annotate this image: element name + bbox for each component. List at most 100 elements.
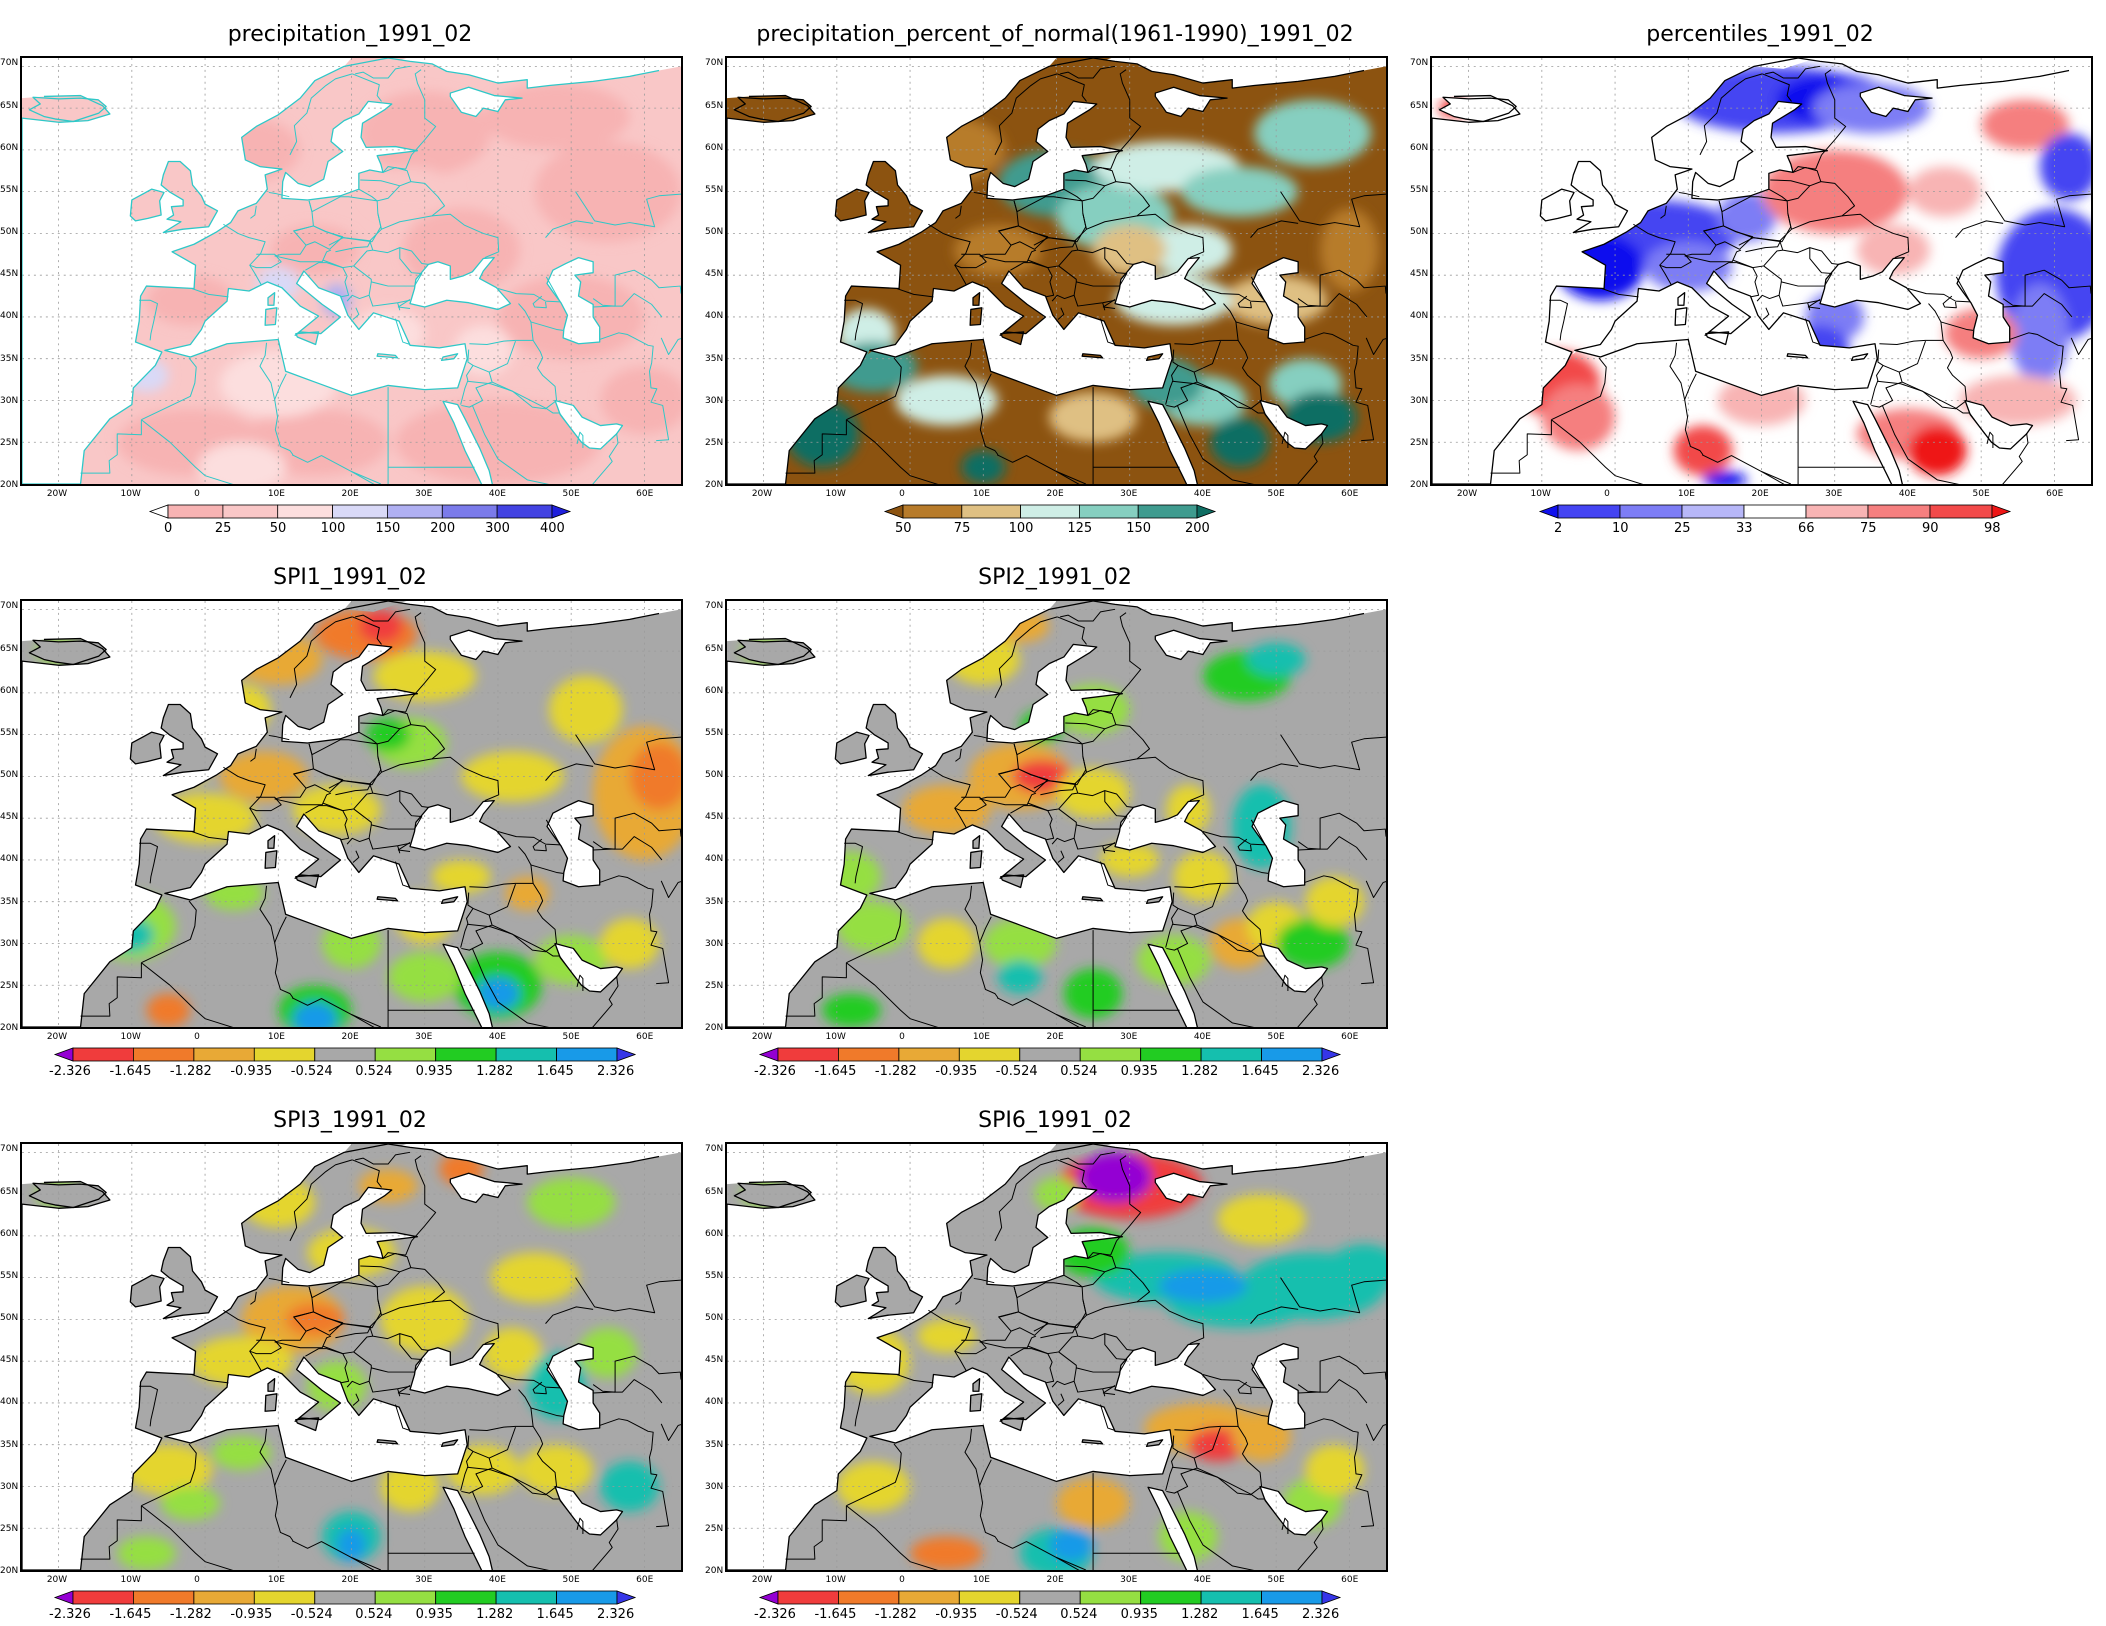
lon-tick-label: 10E <box>267 1032 285 1042</box>
caspian-water <box>1252 800 1305 887</box>
colorbar-label: -0.935 <box>230 1064 273 1079</box>
lon-tick-label: 50E <box>562 1575 580 1585</box>
colorbar-swatch <box>386 504 443 519</box>
colorbar-swatch <box>314 1590 376 1605</box>
lat-tick-label: 20N <box>0 1023 19 1033</box>
lat-tick-label: 30N <box>0 395 19 406</box>
colorbar-swatch <box>1079 1590 1142 1605</box>
colorbar-swatch <box>133 1590 195 1605</box>
red-sea-water <box>1853 401 1903 484</box>
lat-tick-label: 30N <box>0 1481 19 1492</box>
colorbar-swatch <box>1557 504 1621 519</box>
lat-tick-label: 25N <box>0 437 19 448</box>
baltic-water <box>281 101 418 200</box>
colorbar-swatch <box>838 1047 900 1062</box>
lon-tick-label: 20W <box>751 489 773 499</box>
lon-tick-label: 0 <box>194 489 200 499</box>
colorbar-label: -0.524 <box>995 1607 1038 1622</box>
lat-tick-label: 50N <box>705 1313 724 1324</box>
map-frame <box>20 599 683 1029</box>
lat-tick-label: 20N <box>705 1023 724 1033</box>
country-borders <box>80 1151 681 1570</box>
colorbar-label: 0.524 <box>355 1064 393 1079</box>
colorbar-label: 200 <box>430 521 456 536</box>
lon-tick-label: 50E <box>1972 489 1990 499</box>
colorbar-label: 2.326 <box>597 1607 635 1622</box>
lon-tick-label: 60E <box>1341 489 1359 499</box>
lon-tick-label: 60E <box>1341 1032 1359 1042</box>
data-field <box>756 99 1379 484</box>
colorbar-label: 75 <box>953 521 971 536</box>
white-sea-water <box>450 1173 523 1203</box>
colorbar-label: -1.645 <box>814 1607 857 1622</box>
colorbar-label: -0.524 <box>290 1607 333 1622</box>
corsica-land <box>1678 292 1685 306</box>
lon-tick-label: 10E <box>267 1575 285 1585</box>
lat-tick-label: 60N <box>705 142 724 153</box>
lat-tick-label: 65N <box>0 1186 19 1197</box>
colorbar-low-arrow <box>1538 504 1559 519</box>
corsica-land <box>268 1378 275 1392</box>
ireland-land <box>835 1275 870 1307</box>
colorbar-swatch <box>1140 1590 1202 1605</box>
colorbar-label: 90 <box>1922 521 1939 536</box>
lat-tick-label: 35N <box>1410 353 1429 364</box>
colorbar-label: 150 <box>1126 521 1152 536</box>
lat-tick-label: 45N <box>705 1355 724 1366</box>
pers-gulf-water <box>555 1486 623 1535</box>
map-frame <box>725 56 1388 486</box>
colorbar-swatch <box>314 1047 376 1062</box>
colorbar-low-arrow <box>883 504 904 519</box>
lat-tick-label: 30N <box>705 395 724 406</box>
caspian-water <box>547 257 600 344</box>
sardinia-land <box>265 307 277 326</box>
spi6-panel: SPI6_1991_02 70N 65N 60N 55N 50N 45N 40N 35N 30N 2… <box>705 1086 1405 1626</box>
lat-tick-label: 40N <box>0 1397 19 1408</box>
ireland-land <box>130 732 165 764</box>
black-sea-water <box>410 800 511 853</box>
colorbar-swatch <box>777 1047 839 1062</box>
lat-tick-label: 35N <box>705 896 724 907</box>
lat-tick-label: 65N <box>705 643 724 654</box>
red-sea-water <box>443 944 493 1027</box>
coastlines <box>22 58 660 484</box>
colorbar-label: 100 <box>1008 521 1034 536</box>
lat-tick-label: 45N <box>0 269 19 280</box>
colorbar-swatch <box>1078 504 1139 519</box>
colorbar-swatch <box>1681 504 1745 519</box>
colorbar-low-arrow <box>53 1590 74 1605</box>
colorbar-swatch <box>1619 504 1683 519</box>
lon-tick-label: 40E <box>488 489 506 499</box>
pers-gulf-water <box>1260 943 1328 992</box>
gridlines <box>727 58 1386 484</box>
colorbar-label: 150 <box>375 521 401 536</box>
lat-tick-label: 70N <box>0 601 19 612</box>
lat-tick-label: 60N <box>0 142 19 153</box>
lat-tick-label: 70N <box>0 58 19 69</box>
norwegian-sea-water <box>727 601 1094 1027</box>
colorbar-high-arrow <box>1321 1047 1342 1062</box>
colorbar-swatch <box>1079 1047 1142 1062</box>
colorbar-swatch <box>193 1590 255 1605</box>
red-sea-water <box>1148 1487 1198 1570</box>
colorbar-swatch <box>332 504 388 519</box>
lat-tick-label: 25N <box>0 1523 19 1534</box>
lat-tick-label: 70N <box>0 1144 19 1155</box>
country-borders <box>80 608 681 1027</box>
colorbar-low-arrow <box>53 1047 74 1062</box>
panel-title: percentiles_1991_02 <box>1646 22 1874 47</box>
britain-land <box>1571 161 1628 233</box>
colorbar-swatch <box>1019 1047 1081 1062</box>
med-sea-water <box>869 271 1173 396</box>
lon-tick-label: 30E <box>415 1032 433 1042</box>
colorbar-label: 2.326 <box>1302 1607 1340 1622</box>
lon-tick-label: 10W <box>825 489 846 499</box>
panel-title: SPI6_1991_02 <box>978 1108 1132 1133</box>
colorbar <box>883 504 1217 519</box>
colorbar-label: 400 <box>540 521 565 536</box>
lat-tick-label: 20N <box>705 480 724 490</box>
lat-tick-label: 40N <box>705 854 724 865</box>
lat-tick-label: 55N <box>705 184 724 195</box>
map-canvas <box>22 58 681 484</box>
country-borders <box>80 65 681 484</box>
